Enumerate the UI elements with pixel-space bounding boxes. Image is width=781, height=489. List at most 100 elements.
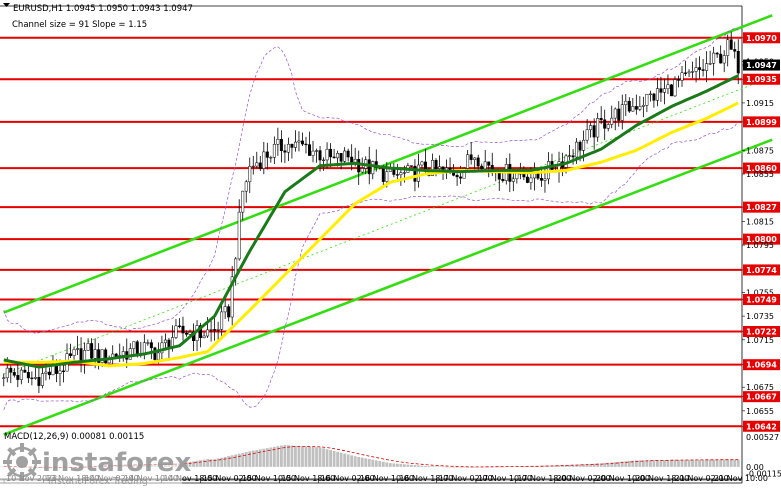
macd-bar-182 bbox=[641, 460, 645, 467]
macd-bar-81 bbox=[287, 445, 290, 467]
candle-body-148 bbox=[522, 173, 526, 178]
candle-body-145 bbox=[511, 178, 515, 182]
macd-bar-111 bbox=[392, 463, 396, 467]
price-label-22: 1.0655 bbox=[746, 407, 774, 416]
macd-bar-193 bbox=[680, 459, 684, 467]
macd-bar-113 bbox=[399, 463, 403, 467]
macd-bar-70 bbox=[248, 451, 252, 467]
candle-body-206 bbox=[726, 39, 730, 56]
candle-body-192 bbox=[677, 79, 680, 81]
time-label-5: 15 Nov 02:00 bbox=[203, 474, 257, 483]
time-label-8: 16 Nov 02:00 bbox=[321, 474, 375, 483]
time-label-12: 17 Nov 10:00 bbox=[478, 474, 532, 483]
price-label-14: 1.0755 bbox=[746, 288, 774, 297]
candle-body-49 bbox=[174, 325, 178, 338]
macd-bar-102 bbox=[360, 457, 364, 467]
candle-body-85 bbox=[300, 140, 304, 145]
macd-bar-60 bbox=[213, 459, 217, 467]
candle-body-41 bbox=[146, 342, 150, 344]
price-label-2: 1.0947 bbox=[746, 61, 777, 70]
candle-body-1 bbox=[5, 367, 9, 379]
candle-body-50 bbox=[177, 325, 181, 327]
candle-body-3 bbox=[12, 372, 16, 376]
price-label-8: 1.0855 bbox=[746, 170, 774, 179]
candle-body-137 bbox=[483, 161, 487, 170]
macd-bar-192 bbox=[677, 459, 680, 467]
macd-bar-115 bbox=[406, 464, 410, 467]
macd-bar-144 bbox=[508, 466, 512, 468]
candle-body-131 bbox=[462, 168, 466, 179]
macd-bar-103 bbox=[364, 458, 368, 467]
candle-body-92 bbox=[325, 148, 329, 161]
candle-body-108 bbox=[381, 166, 385, 182]
macd-bar-148 bbox=[522, 466, 526, 467]
candle-body-122 bbox=[431, 159, 434, 176]
macd-bar-121 bbox=[427, 466, 431, 467]
price-tag-21 bbox=[743, 391, 780, 403]
watermark-brand: instaforex bbox=[42, 448, 192, 478]
macd-bar-203 bbox=[715, 459, 719, 467]
price-tag-19 bbox=[743, 359, 780, 371]
candle-body-15 bbox=[54, 364, 58, 374]
macd-bar-189 bbox=[666, 460, 670, 467]
macd-bar-114 bbox=[402, 464, 406, 467]
candle-body-42 bbox=[149, 342, 153, 349]
macd-bar-179 bbox=[631, 460, 635, 467]
candle-body-195 bbox=[687, 71, 691, 74]
candle-body-194 bbox=[684, 72, 688, 74]
candle-body-95 bbox=[336, 153, 340, 159]
candle-body-172 bbox=[606, 124, 610, 129]
candle-body-203 bbox=[715, 52, 719, 55]
candle-body-123 bbox=[434, 159, 438, 169]
price-label-19: 1.0694 bbox=[746, 361, 777, 370]
candle-body-4 bbox=[16, 375, 20, 380]
macd-bar-51 bbox=[181, 463, 185, 467]
macd-bar-190 bbox=[670, 459, 673, 467]
macd-bar-124 bbox=[438, 466, 441, 468]
macd-bar-172 bbox=[606, 462, 610, 467]
candle-body-11 bbox=[40, 373, 44, 386]
time-label-14: 20 Nov 02:00 bbox=[557, 474, 611, 483]
candle-body-199 bbox=[701, 69, 705, 71]
candle-body-52 bbox=[185, 332, 188, 335]
candle-body-165 bbox=[582, 139, 586, 151]
candle-body-56 bbox=[199, 325, 203, 339]
candle-body-83 bbox=[293, 141, 297, 148]
macd-bar-92 bbox=[325, 449, 329, 467]
candle-body-168 bbox=[592, 125, 596, 138]
price-label-20: 1.0675 bbox=[746, 383, 774, 392]
candle-body-80 bbox=[283, 150, 287, 153]
candle-body-76 bbox=[269, 157, 273, 159]
price-axis: 1.09701.09501.09471.09351.09151.08991.08… bbox=[742, 32, 780, 432]
candle-body-129 bbox=[455, 175, 459, 178]
macd-bar-122 bbox=[431, 466, 434, 467]
macd-bar-100 bbox=[353, 456, 357, 467]
price-label-15: 1.0749 bbox=[746, 296, 777, 305]
macd-bar-97 bbox=[343, 453, 347, 467]
candle-body-179 bbox=[631, 106, 635, 112]
candle-body-65 bbox=[230, 276, 234, 318]
macd-bar-205 bbox=[722, 459, 726, 467]
candle-body-21 bbox=[76, 348, 80, 350]
macd-bar-119 bbox=[420, 465, 424, 467]
candle-body-2 bbox=[9, 367, 13, 373]
macd-bar-104 bbox=[367, 458, 371, 467]
macd-bar-200 bbox=[705, 459, 709, 467]
macd-axis-label-2: -0.00115 bbox=[746, 469, 781, 478]
time-label-11: 17 Nov 02:00 bbox=[439, 474, 493, 483]
candle-body-70 bbox=[248, 165, 252, 183]
macd-bar-128 bbox=[452, 466, 455, 468]
macd-bar-138 bbox=[487, 466, 491, 468]
macd-bar-177 bbox=[624, 461, 628, 467]
macd-bar-87 bbox=[308, 446, 311, 467]
candle-body-112 bbox=[395, 174, 399, 176]
candle-body-207 bbox=[729, 39, 733, 50]
macd-panel: 0.00527 0.00-0.00115 bbox=[2, 433, 781, 478]
macd-bar-159 bbox=[561, 465, 564, 467]
symbol-dropdown-icon[interactable] bbox=[3, 3, 10, 7]
candle-body-197 bbox=[694, 67, 698, 72]
candle-body-12 bbox=[44, 371, 48, 374]
macd-bar-76 bbox=[269, 447, 273, 467]
candle-body-200 bbox=[705, 63, 709, 71]
candle-body-79 bbox=[279, 138, 283, 151]
